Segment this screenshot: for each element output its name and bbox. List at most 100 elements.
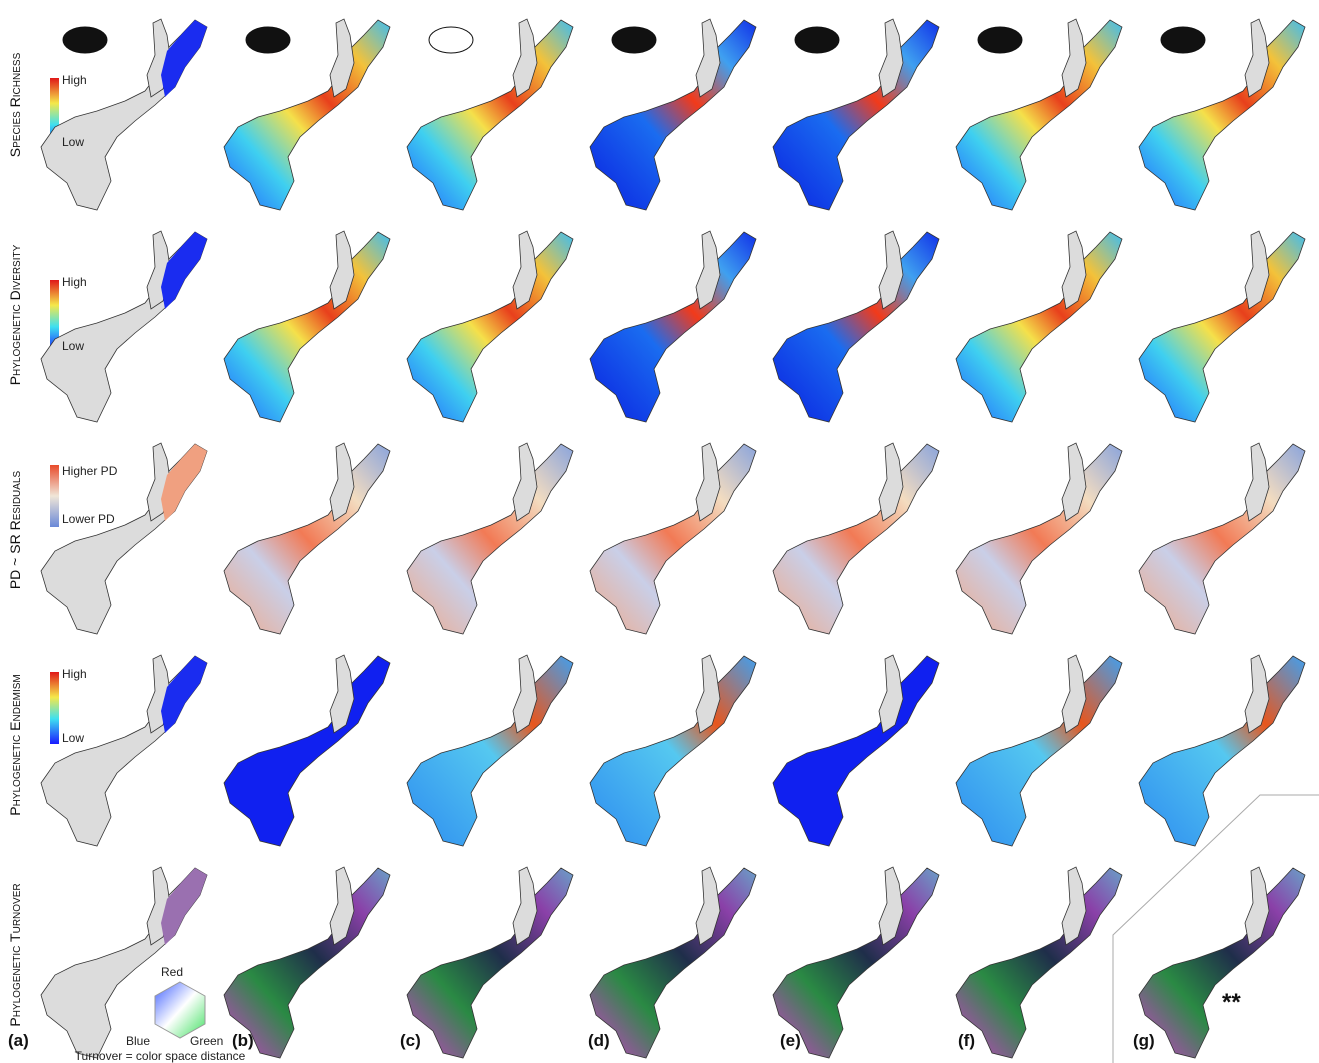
legend-high: High — [62, 275, 87, 289]
legend-low: Low — [62, 731, 84, 745]
map-inland — [878, 230, 904, 310]
panel-letter: (d) — [588, 1031, 610, 1050]
map-land — [1138, 655, 1306, 847]
map-land — [223, 443, 391, 635]
map-inland — [1244, 866, 1270, 946]
map-land — [589, 19, 757, 211]
color-hexagon — [154, 981, 206, 1039]
hex-red: Red — [161, 965, 183, 979]
legend-high: High — [62, 667, 87, 681]
map-land — [406, 443, 574, 635]
map-inland — [512, 230, 538, 310]
row-label: Phylogenetic Endemism — [7, 674, 23, 815]
hex-blue: Blue — [126, 1034, 150, 1048]
map-region — [161, 444, 207, 521]
taxon-icon — [794, 26, 840, 54]
map-inland — [329, 18, 355, 98]
map-inland — [1244, 654, 1270, 734]
map-inland — [1061, 230, 1087, 310]
colorbar — [50, 280, 59, 352]
map-inland — [1061, 654, 1087, 734]
map-land — [406, 231, 574, 423]
map-inland — [695, 18, 721, 98]
row-label: Species Richness — [7, 52, 23, 157]
taxon-icon — [245, 26, 291, 54]
map-land — [955, 19, 1123, 211]
map-land — [955, 443, 1123, 635]
legend-low: Lower PD — [62, 512, 115, 526]
map-land — [772, 231, 940, 423]
map-land — [772, 443, 940, 635]
map-land — [772, 19, 940, 211]
map-inland — [329, 230, 355, 310]
map-land — [223, 19, 391, 211]
map-land — [589, 867, 757, 1059]
panel-letter: (c) — [400, 1031, 421, 1050]
map-land — [955, 867, 1123, 1059]
legend-low: Low — [62, 339, 84, 353]
map-inland — [512, 866, 538, 946]
map-inland — [878, 866, 904, 946]
map-inland — [1061, 442, 1087, 522]
map-land — [772, 867, 940, 1059]
map-land — [223, 231, 391, 423]
hex-caption: Turnover = color space distance — [75, 1049, 246, 1063]
panel-g-frame — [1112, 794, 1319, 1063]
map-inland — [329, 654, 355, 734]
map-inland — [695, 442, 721, 522]
taxon-icon — [977, 26, 1023, 54]
map-land — [223, 867, 391, 1059]
map-region — [161, 656, 207, 733]
taxon-icon — [62, 26, 108, 54]
map-inland — [1244, 230, 1270, 310]
map-inland — [329, 442, 355, 522]
map-land — [955, 231, 1123, 423]
map-land — [589, 231, 757, 423]
row-label: Phylogenetic Diversity — [7, 244, 23, 385]
map-land — [406, 655, 574, 847]
map-region — [161, 868, 207, 945]
map-inland — [1244, 442, 1270, 522]
legend-high: High — [62, 73, 87, 87]
map-land — [589, 443, 757, 635]
map-inland — [512, 654, 538, 734]
panel-letter: (b) — [232, 1031, 254, 1050]
panel-letter: (e) — [780, 1031, 801, 1050]
map-land — [1138, 867, 1306, 1059]
map-inland — [512, 442, 538, 522]
map-land — [1138, 19, 1306, 211]
map-inland — [1244, 18, 1270, 98]
map-inland — [695, 866, 721, 946]
map-region — [161, 232, 207, 309]
taxon-icon — [611, 26, 657, 54]
map-land — [223, 655, 391, 847]
map-inland — [878, 442, 904, 522]
map-land — [1138, 231, 1306, 423]
hex-green: Green — [190, 1034, 223, 1048]
map-inland — [512, 18, 538, 98]
map-land — [406, 19, 574, 211]
legend-high: Higher PD — [62, 464, 118, 478]
map-inland — [878, 654, 904, 734]
legend-low: Low — [62, 135, 84, 149]
map-region — [161, 20, 207, 97]
map-inland — [695, 654, 721, 734]
map-land — [406, 867, 574, 1059]
colorbar — [50, 672, 59, 744]
colorbar — [50, 465, 59, 527]
annotation: ** — [1222, 989, 1241, 1016]
map-inland — [695, 230, 721, 310]
panel-letter: (g) — [1133, 1031, 1155, 1050]
map-land — [589, 655, 757, 847]
colorbar — [50, 78, 59, 150]
map-land — [772, 655, 940, 847]
taxon-icon — [1160, 26, 1206, 54]
map-inland — [1061, 18, 1087, 98]
row-label: Phylogenetic Turnover — [7, 883, 23, 1026]
map-inland — [1061, 866, 1087, 946]
map-inland — [878, 18, 904, 98]
taxon-icon — [428, 26, 474, 54]
panel-letter: (f) — [958, 1031, 975, 1050]
map-land — [1138, 443, 1306, 635]
